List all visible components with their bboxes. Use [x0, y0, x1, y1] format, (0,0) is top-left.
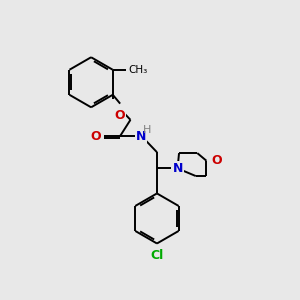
- Text: O: O: [212, 154, 222, 167]
- Text: O: O: [90, 130, 101, 142]
- Text: CH₃: CH₃: [128, 65, 148, 75]
- Text: N: N: [172, 162, 183, 175]
- Text: O: O: [115, 109, 125, 122]
- Text: H: H: [143, 124, 152, 134]
- Text: N: N: [136, 130, 146, 142]
- Text: Cl: Cl: [150, 249, 164, 262]
